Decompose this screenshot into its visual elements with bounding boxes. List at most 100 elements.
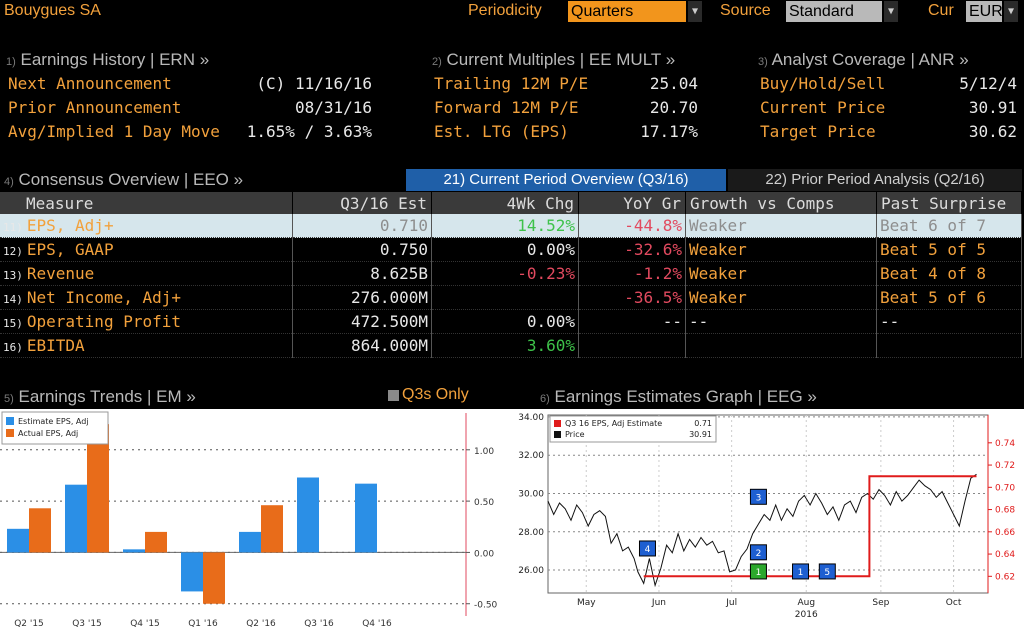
- currency-dropdown[interactable]: EUR: [966, 1, 1003, 22]
- q3s-only-label[interactable]: Q3s Only: [402, 386, 469, 403]
- table-row[interactable]: 14) Net Income, Adj+ 276.000M -36.5% Weaker B…: [0, 285, 1022, 310]
- legend-swatch: [6, 429, 14, 437]
- past-surprise-cell: Beat 4 of 8: [876, 261, 1022, 286]
- mult-title[interactable]: 2) Current Multiples | EE MULT »: [432, 50, 675, 70]
- em-title-label: Earnings Trends | EM »: [18, 387, 196, 406]
- measure-cell[interactable]: 14) Net Income, Adj+: [0, 285, 293, 310]
- day-move-value: 1.65% / 3.63%: [246, 122, 372, 141]
- eeg-title[interactable]: 6) Earnings Estimates Graph | EEG »: [540, 387, 817, 407]
- periodicity-chevron-down-icon[interactable]: ▼: [688, 1, 702, 22]
- event-marker-label: 5: [824, 568, 830, 578]
- x-year-label: 2016: [795, 610, 818, 620]
- yoy-growth-cell: -36.5%: [578, 285, 686, 310]
- periodicity-dropdown[interactable]: Quarters: [568, 1, 686, 22]
- x-tick-label: Q2 '16: [246, 619, 276, 629]
- legend-swatch: [554, 420, 561, 427]
- tab-current-period[interactable]: 21) Current Period Overview (Q3/16): [406, 169, 726, 191]
- legend-label: Q3 16 EPS, Adj Estimate: [565, 419, 662, 428]
- measure-cell[interactable]: 15) Operating Profit: [0, 309, 293, 334]
- currency-label: Cur: [928, 2, 954, 19]
- left-tick-label: 34.00: [518, 413, 544, 423]
- em-title[interactable]: 5) Earnings Trends | EM »: [4, 387, 196, 407]
- prior-announcement-value: 08/31/16: [294, 98, 372, 117]
- current-price-label: Current Price: [760, 98, 886, 117]
- x-tick-label: Jun: [651, 598, 666, 608]
- legend-label: Actual EPS, Adj: [18, 429, 78, 438]
- growth-vs-comps-cell: --: [685, 309, 877, 334]
- trailing-pe-value: 25.04: [649, 74, 698, 93]
- past-surprise-cell: Beat 6 of 7: [876, 214, 1022, 238]
- col-measure[interactable]: Measure: [0, 192, 293, 214]
- growth-vs-comps-cell: Weaker: [685, 261, 877, 286]
- table-row[interactable]: 15) Operating Profit 472.500M 0.00% -- -- --: [0, 309, 1022, 334]
- right-tick-label: 0.74: [995, 439, 1015, 449]
- col-est[interactable]: Q3/16 Est: [292, 192, 432, 214]
- ltg-label: Est. LTG (EPS): [434, 122, 569, 141]
- legend-swatch: [554, 431, 561, 438]
- row-number: 11): [3, 221, 23, 234]
- col-past-surprise[interactable]: Past Surprise: [876, 192, 1022, 214]
- table-row[interactable]: 16) EBITDA 864.000M 3.60%: [0, 333, 1022, 358]
- anr-title[interactable]: 3) Analyst Coverage | ANR »: [758, 50, 969, 70]
- row-number: 16): [3, 341, 23, 354]
- four-week-change-cell: 3.60%: [431, 333, 579, 358]
- right-tick-label: 0.72: [995, 461, 1015, 471]
- event-marker-label: 3: [756, 493, 762, 503]
- source-dropdown[interactable]: Standard: [786, 1, 882, 22]
- col-growth-comps[interactable]: Growth vs Comps: [685, 192, 877, 214]
- four-week-change-cell: -0.23%: [431, 261, 579, 286]
- actual-bar: [29, 508, 51, 553]
- anr-title-label: Analyst Coverage | ANR »: [771, 50, 969, 69]
- x-tick-label: Q4 '15: [130, 619, 160, 629]
- y-tick-label: 0.00: [474, 549, 494, 559]
- event-marker: [792, 563, 810, 580]
- measure-cell[interactable]: 13) Revenue: [0, 261, 293, 286]
- security-title[interactable]: Bouygues SA: [4, 2, 101, 19]
- forward-pe-value: 20.70: [649, 98, 698, 117]
- eeo-title-label: Consensus Overview | EEO »: [18, 170, 244, 189]
- x-tick-label: Jul: [725, 598, 737, 608]
- source-chevron-down-icon[interactable]: ▼: [884, 1, 898, 22]
- growth-vs-comps-cell: Weaker: [685, 285, 877, 310]
- growth-vs-comps-cell: [685, 333, 877, 358]
- event-marker: [749, 563, 767, 580]
- measure-cell[interactable]: 12) EPS, GAAP: [0, 237, 293, 262]
- measure-label: EBITDA: [26, 336, 85, 355]
- estimate-cell: 472.500M: [292, 309, 432, 334]
- event-marker: [818, 563, 836, 580]
- ern-title[interactable]: 1) Earnings History | ERN »: [6, 50, 209, 70]
- four-week-change-cell: 0.00%: [431, 237, 579, 262]
- legend-value: 30.91: [689, 430, 712, 439]
- actual-bar: [145, 531, 167, 553]
- col-4wk-chg[interactable]: 4Wk Chg: [431, 192, 579, 214]
- measure-cell[interactable]: 11) EPS, Adj+: [0, 214, 293, 238]
- measure-label: Net Income, Adj+: [26, 288, 181, 307]
- right-tick-label: 0.70: [995, 483, 1015, 493]
- trailing-pe-label: Trailing 12M P/E: [434, 74, 589, 93]
- q3s-only-checkbox[interactable]: [388, 390, 399, 401]
- tab-prior-period[interactable]: 22) Prior Period Analysis (Q2/16): [728, 169, 1022, 191]
- past-surprise-cell: --: [876, 309, 1022, 334]
- yoy-growth-cell: -44.8%: [578, 214, 686, 238]
- target-price-label: Target Price: [760, 122, 876, 141]
- col-yoy[interactable]: YoY Gr: [578, 192, 686, 214]
- measure-cell[interactable]: 16) EBITDA: [0, 333, 293, 358]
- measure-label: Operating Profit: [26, 312, 181, 331]
- four-week-change-cell: [431, 285, 579, 310]
- earnings-trends-chart: 1.00 0.50 0.00 -0.50 Q2 '15 Q3 '15 Q4 '15 Q1 '1…: [0, 409, 510, 632]
- event-marker: [638, 540, 656, 557]
- table-row[interactable]: 12) EPS, GAAP 0.750 0.00% -32.6% Weaker Beat 5…: [0, 237, 1022, 262]
- legend-box: [549, 415, 717, 443]
- periodicity-label: Periodicity: [468, 2, 542, 19]
- measure-label: Revenue: [26, 264, 95, 283]
- estimate-bar: [123, 549, 145, 553]
- consensus-table: Measure Q3/16 Est 4Wk Chg YoY Gr Growth …: [0, 192, 1022, 358]
- eeo-title[interactable]: 4) Consensus Overview | EEO »: [4, 170, 243, 190]
- table-row[interactable]: 11) EPS, Adj+ 0.710 14.52% -44.8% Weaker Beat …: [0, 214, 1022, 238]
- currency-chevron-down-icon[interactable]: ▼: [1004, 1, 1018, 22]
- price-line: [547, 473, 977, 588]
- actual-bar: [87, 424, 109, 553]
- growth-vs-comps-cell: Weaker: [685, 214, 877, 238]
- past-surprise-cell: [876, 333, 1022, 358]
- table-row[interactable]: 13) Revenue 8.625B -0.23% -1.2% Weaker Beat 4 …: [0, 261, 1022, 286]
